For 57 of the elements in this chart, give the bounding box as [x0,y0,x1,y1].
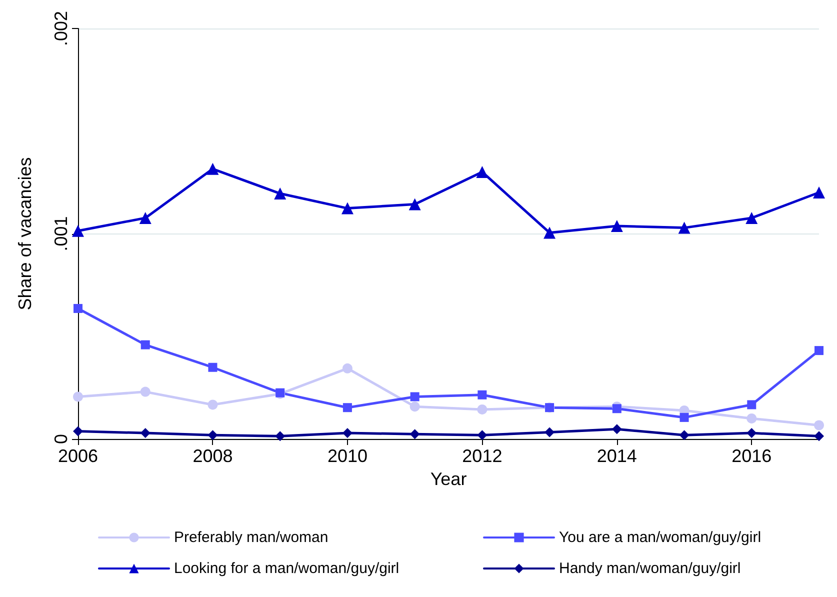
point [680,412,689,422]
point [747,400,756,410]
point [208,362,218,372]
legend-label: Preferably man/woman [174,529,328,546]
y-tick-label: 0 [51,434,71,444]
point [410,402,420,412]
point [544,427,555,438]
y-axis-title: Share of vacancies [15,157,35,310]
point [342,428,352,438]
point [208,430,218,440]
point [814,431,824,442]
x-axis-title: Year [430,468,467,489]
point [342,403,352,412]
point [746,413,757,424]
point [74,304,82,313]
legend-label: You are a man/woman/guy/girl [559,529,762,546]
y-tick-label: .002 [51,10,71,46]
point [477,404,488,414]
point [408,198,421,210]
point [746,428,757,438]
point [73,392,83,402]
point [72,224,84,237]
legend-label: Looking for a man/woman/guy/girl [174,560,400,577]
x-tick-label: 2010 [327,446,368,466]
point [274,188,286,200]
x-tick-label: 2006 [58,446,98,466]
point [208,400,218,410]
point [341,202,354,214]
point [476,166,488,178]
point [478,390,487,400]
point [814,420,824,430]
point [410,429,420,440]
legend-label: Handy man/woman/guy/girl [559,560,741,577]
point [275,431,286,442]
point [477,430,488,440]
point [544,226,556,239]
point [140,386,150,397]
point [610,220,623,232]
point [746,212,758,224]
point [612,404,622,414]
point [679,430,690,440]
point [342,363,352,374]
point [139,212,152,224]
point [814,346,824,356]
point [73,426,83,436]
point [140,428,150,438]
point [612,424,622,434]
x-tick-label: 2012 [462,446,502,466]
x-tick-label: 2016 [732,446,772,466]
x-tick-label: 2014 [596,446,637,466]
y-tick-label: .001 [51,216,71,252]
point [206,162,219,175]
point [813,186,825,199]
x-tick-label: 2008 [192,446,233,466]
point [678,222,690,234]
point [410,392,420,402]
point [140,340,150,350]
